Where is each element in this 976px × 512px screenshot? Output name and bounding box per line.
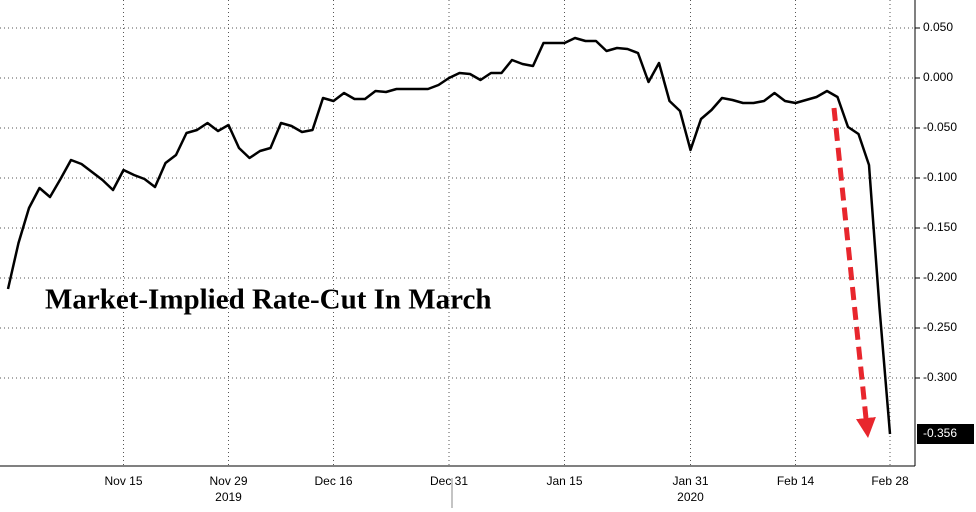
year-label: 2019 — [215, 490, 242, 504]
x-tick-label: Feb 28 — [871, 474, 909, 488]
year-label: 2020 — [677, 490, 704, 504]
x-tick-label: Jan 15 — [546, 474, 582, 488]
x-tick-label: Nov 15 — [104, 474, 142, 488]
annotation-arrow — [831, 107, 876, 438]
y-tick-label: -0.250 — [923, 320, 957, 334]
y-tick-label: -0.300 — [923, 370, 957, 384]
chart-title: Market-Implied Rate-Cut In March — [45, 284, 491, 316]
y-tick-label: -0.200 — [923, 270, 957, 284]
last-value-box — [917, 424, 974, 444]
x-tick-label: Dec 16 — [314, 474, 352, 488]
x-tick-label: Nov 29 — [209, 474, 247, 488]
last-value-label: -0.356 — [923, 426, 957, 440]
y-tick-label: -0.150 — [923, 220, 957, 234]
x-tick-label: Jan 31 — [672, 474, 708, 488]
x-tick-label: Feb 14 — [777, 474, 815, 488]
x-tick-label: Dec 31 — [430, 474, 468, 488]
y-tick-label: -0.050 — [923, 120, 957, 134]
y-tick-label: -0.100 — [923, 170, 957, 184]
line-series — [6, 36, 892, 435]
y-tick-label: 0.000 — [923, 70, 953, 84]
y-tick-label: 0.050 — [923, 20, 953, 34]
